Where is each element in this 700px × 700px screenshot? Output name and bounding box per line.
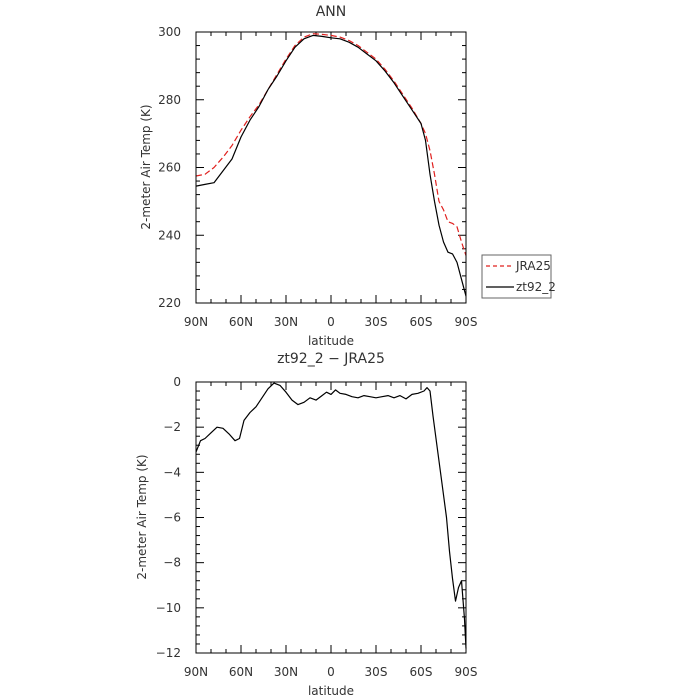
y-tick-label: −6 — [163, 511, 181, 525]
y-tick-label: 260 — [158, 161, 181, 175]
x-tick-label: 30N — [274, 665, 298, 679]
x-axis-label: latitude — [308, 334, 354, 348]
x-tick-label: 30S — [365, 665, 388, 679]
y-tick-label: 240 — [158, 228, 181, 242]
x-tick-label: 90S — [455, 315, 478, 329]
y-axis-label: 2-meter Air Temp (K) — [139, 104, 153, 229]
x-tick-labels: 90N 60N 30N 0 30S 60S 90S — [184, 315, 478, 329]
x-tick-labels: 90N 60N 30N 0 30S 60S 90S — [184, 665, 478, 679]
series-line-jra25 — [195, 33, 467, 256]
x-tick-label: 60N — [229, 315, 253, 329]
y-tick-label: −12 — [156, 646, 181, 660]
chart-title: zt92_2 − JRA25 — [277, 351, 385, 367]
y-tick-label: 0 — [173, 375, 181, 389]
y-tick-label: −2 — [163, 420, 181, 434]
y-tick-labels: 220 240 260 280 300 — [158, 25, 181, 310]
y-axis-label: 2-meter Air Temp (K) — [135, 454, 149, 579]
x-tick-label: 90S — [455, 665, 478, 679]
legend: JRA25 zt92_2 — [481, 254, 556, 299]
axis-ticks — [195, 381, 467, 654]
y-tick-label: 280 — [158, 93, 181, 107]
x-tick-label: 60N — [229, 665, 253, 679]
x-axis-label: latitude — [308, 684, 354, 698]
plot-frame — [195, 381, 467, 654]
legend-box — [481, 254, 552, 299]
x-tick-label: 30N — [274, 315, 298, 329]
y-tick-label: 220 — [158, 296, 181, 310]
difference-chart: zt92_2 − JRA25 −12 −10 −8 −6 −4 −2 0 90N 60N 30N… — [135, 351, 477, 698]
x-tick-label: 30S — [365, 315, 388, 329]
y-tick-label: −8 — [163, 556, 181, 570]
x-tick-label: 0 — [327, 665, 335, 679]
x-tick-label: 0 — [327, 315, 335, 329]
legend-label-jra25: JRA25 — [515, 259, 551, 273]
x-tick-label: 90N — [184, 315, 208, 329]
x-tick-label: 60S — [410, 315, 433, 329]
plot-lines — [195, 33, 467, 297]
legend-label-zt92-2: zt92_2 — [516, 280, 556, 294]
series-line-zt92-2 — [195, 34, 467, 297]
y-tick-labels: −12 −10 −8 −6 −4 −2 0 — [156, 375, 181, 660]
axis-ticks — [195, 31, 467, 304]
y-tick-label: −4 — [163, 465, 181, 479]
y-tick-label: 300 — [158, 25, 181, 39]
y-tick-label: −10 — [156, 601, 181, 615]
series-line-difference — [195, 382, 467, 649]
chart-title: ANN — [316, 4, 347, 20]
x-tick-label: 60S — [410, 665, 433, 679]
x-tick-label: 90N — [184, 665, 208, 679]
plot-frame — [195, 31, 467, 304]
plot-lines — [195, 382, 467, 649]
